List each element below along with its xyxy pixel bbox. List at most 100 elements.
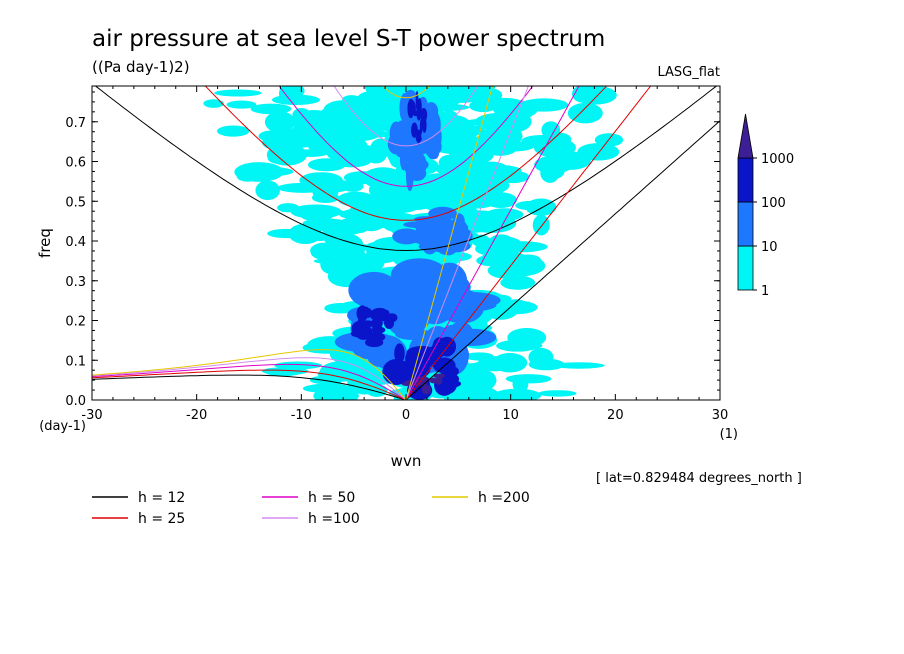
x-tick-label: 30 [712, 408, 729, 423]
spectrum-cell [525, 198, 557, 216]
x-axis: -30 -20 -10 0 10 20 30 [81, 86, 728, 423]
colorbar-label: 100 [761, 196, 786, 211]
curve-inertia-gravity-h25 [204, 86, 608, 221]
curve-rossby-h200 [92, 349, 407, 400]
spectrum-cell [532, 214, 550, 236]
curve-rossby-h50 [92, 363, 407, 400]
dispersion-curves [92, 86, 720, 400]
y-axis: 0.0 0.1 0.2 0.3 0.4 0.5 0.6 0.7 [65, 91, 720, 409]
spectrum-cell [567, 102, 603, 124]
legend: h = 12 h = 25 h = 50 h =100 h =200 [92, 490, 530, 527]
spectrum-cell [203, 99, 224, 108]
spectrum-cell [369, 307, 390, 322]
curve-kelvin-h12 [405, 120, 720, 400]
spectrum-cell [541, 121, 561, 139]
spectrum-cell [266, 143, 308, 166]
x-tick-label: -20 [186, 408, 207, 423]
spectrum-cell [571, 86, 594, 103]
spectrum-cell [350, 98, 382, 110]
curve-inertia-gravity-h12 [94, 86, 718, 252]
x-tick-label: -30 [81, 408, 102, 423]
spectrum-cell [325, 222, 365, 236]
spectrum-cell [226, 100, 257, 109]
dispersion-curve-200 [92, 86, 494, 400]
y-unit-label: (day-1) [39, 419, 86, 434]
y-tick-label: 0.1 [65, 354, 86, 369]
curve-rossby-h25 [92, 369, 407, 400]
y-tick-label: 0.0 [65, 394, 86, 409]
colorbar-label: 10 [761, 240, 778, 255]
curve-kelvin-h100 [405, 86, 529, 400]
x-axis-label: wvn [391, 452, 422, 470]
curve-kelvin-h50 [405, 86, 580, 400]
spectrum-cell [435, 376, 443, 385]
spectrum-cell [395, 146, 410, 158]
latitude-footnote: [ lat=0.829484 degrees_north ] [596, 471, 802, 486]
spectrum-cell [477, 356, 513, 372]
curve-rossby-h100 [92, 357, 407, 400]
spectrum-cell [417, 131, 421, 145]
spectrum-cell [528, 358, 565, 371]
spectrum-cell [474, 161, 510, 181]
spectrum-cell [466, 363, 486, 380]
legend-label: h = 12 [138, 490, 185, 506]
spectrum-cell [270, 131, 292, 140]
curve-kelvin-h200 [405, 86, 494, 400]
spectrum-cell [234, 162, 284, 182]
spectrum-cell [540, 162, 560, 183]
curve-rossby-h12 [92, 374, 407, 400]
spectrum-cell [392, 191, 442, 202]
spectrum-cell [446, 328, 497, 346]
spectrum-cell [365, 147, 387, 164]
spectrum-cell [440, 110, 458, 122]
spectrum-cell [429, 377, 438, 384]
y-axis-label: freq [36, 228, 54, 258]
spectrum-cell [419, 118, 423, 134]
spectrum-cell [390, 258, 448, 293]
curve-inertia-gravity-h50 [278, 86, 534, 187]
dispersion-curve-50 [92, 86, 580, 400]
spectrum-cell [392, 245, 422, 254]
spectrum-cell [340, 264, 357, 278]
x-unit-label: (1) [720, 427, 738, 442]
x-tick-label: -10 [291, 408, 312, 423]
curve-kelvin-h25 [405, 86, 652, 400]
spectrum-cell [292, 136, 342, 146]
spectrum-cell [271, 94, 320, 106]
spectrum-cell [480, 133, 520, 156]
curve-inertia-gravity-h100 [333, 86, 479, 147]
spectrum-cell [382, 359, 411, 386]
spectrum-cell [405, 346, 435, 371]
legend-label: h = 50 [308, 490, 355, 506]
spectrum-cell [408, 158, 429, 171]
spectrum-cell [538, 390, 577, 397]
spectrum-cell [433, 86, 466, 102]
spectrum-cell [371, 202, 418, 214]
spectrum-cell [418, 216, 437, 224]
spectrum-cell [405, 158, 414, 192]
spectrum-cell [553, 362, 605, 369]
spectrum-cell [274, 361, 322, 370]
spectrum-cell [311, 192, 340, 203]
spectrum-cell [361, 295, 400, 314]
spectrum-fill [203, 86, 624, 400]
spectrum-cell [341, 180, 364, 192]
spectrum-cell [459, 183, 488, 192]
spectrum-cell [216, 125, 250, 137]
spectrum-cell [364, 254, 385, 271]
spectrum-cell [434, 135, 476, 148]
spectrum-cell [425, 144, 440, 157]
colorbar: 1 10 100 1000 [737, 113, 794, 299]
spectrum-cell [264, 367, 302, 377]
spectrum-cell [493, 388, 542, 400]
chart-subtitle: ((Pa day-1)2) [92, 58, 190, 76]
spectrum-cell [277, 203, 300, 213]
legend-label: h = 25 [138, 511, 185, 527]
spectrum-cell [323, 102, 358, 125]
model-label: LASG_flat [657, 65, 720, 80]
y-tick-label: 0.5 [65, 195, 86, 210]
spectrum-cell [328, 244, 365, 262]
spectrum-cell [324, 302, 358, 314]
spectrum-cell [299, 172, 343, 189]
